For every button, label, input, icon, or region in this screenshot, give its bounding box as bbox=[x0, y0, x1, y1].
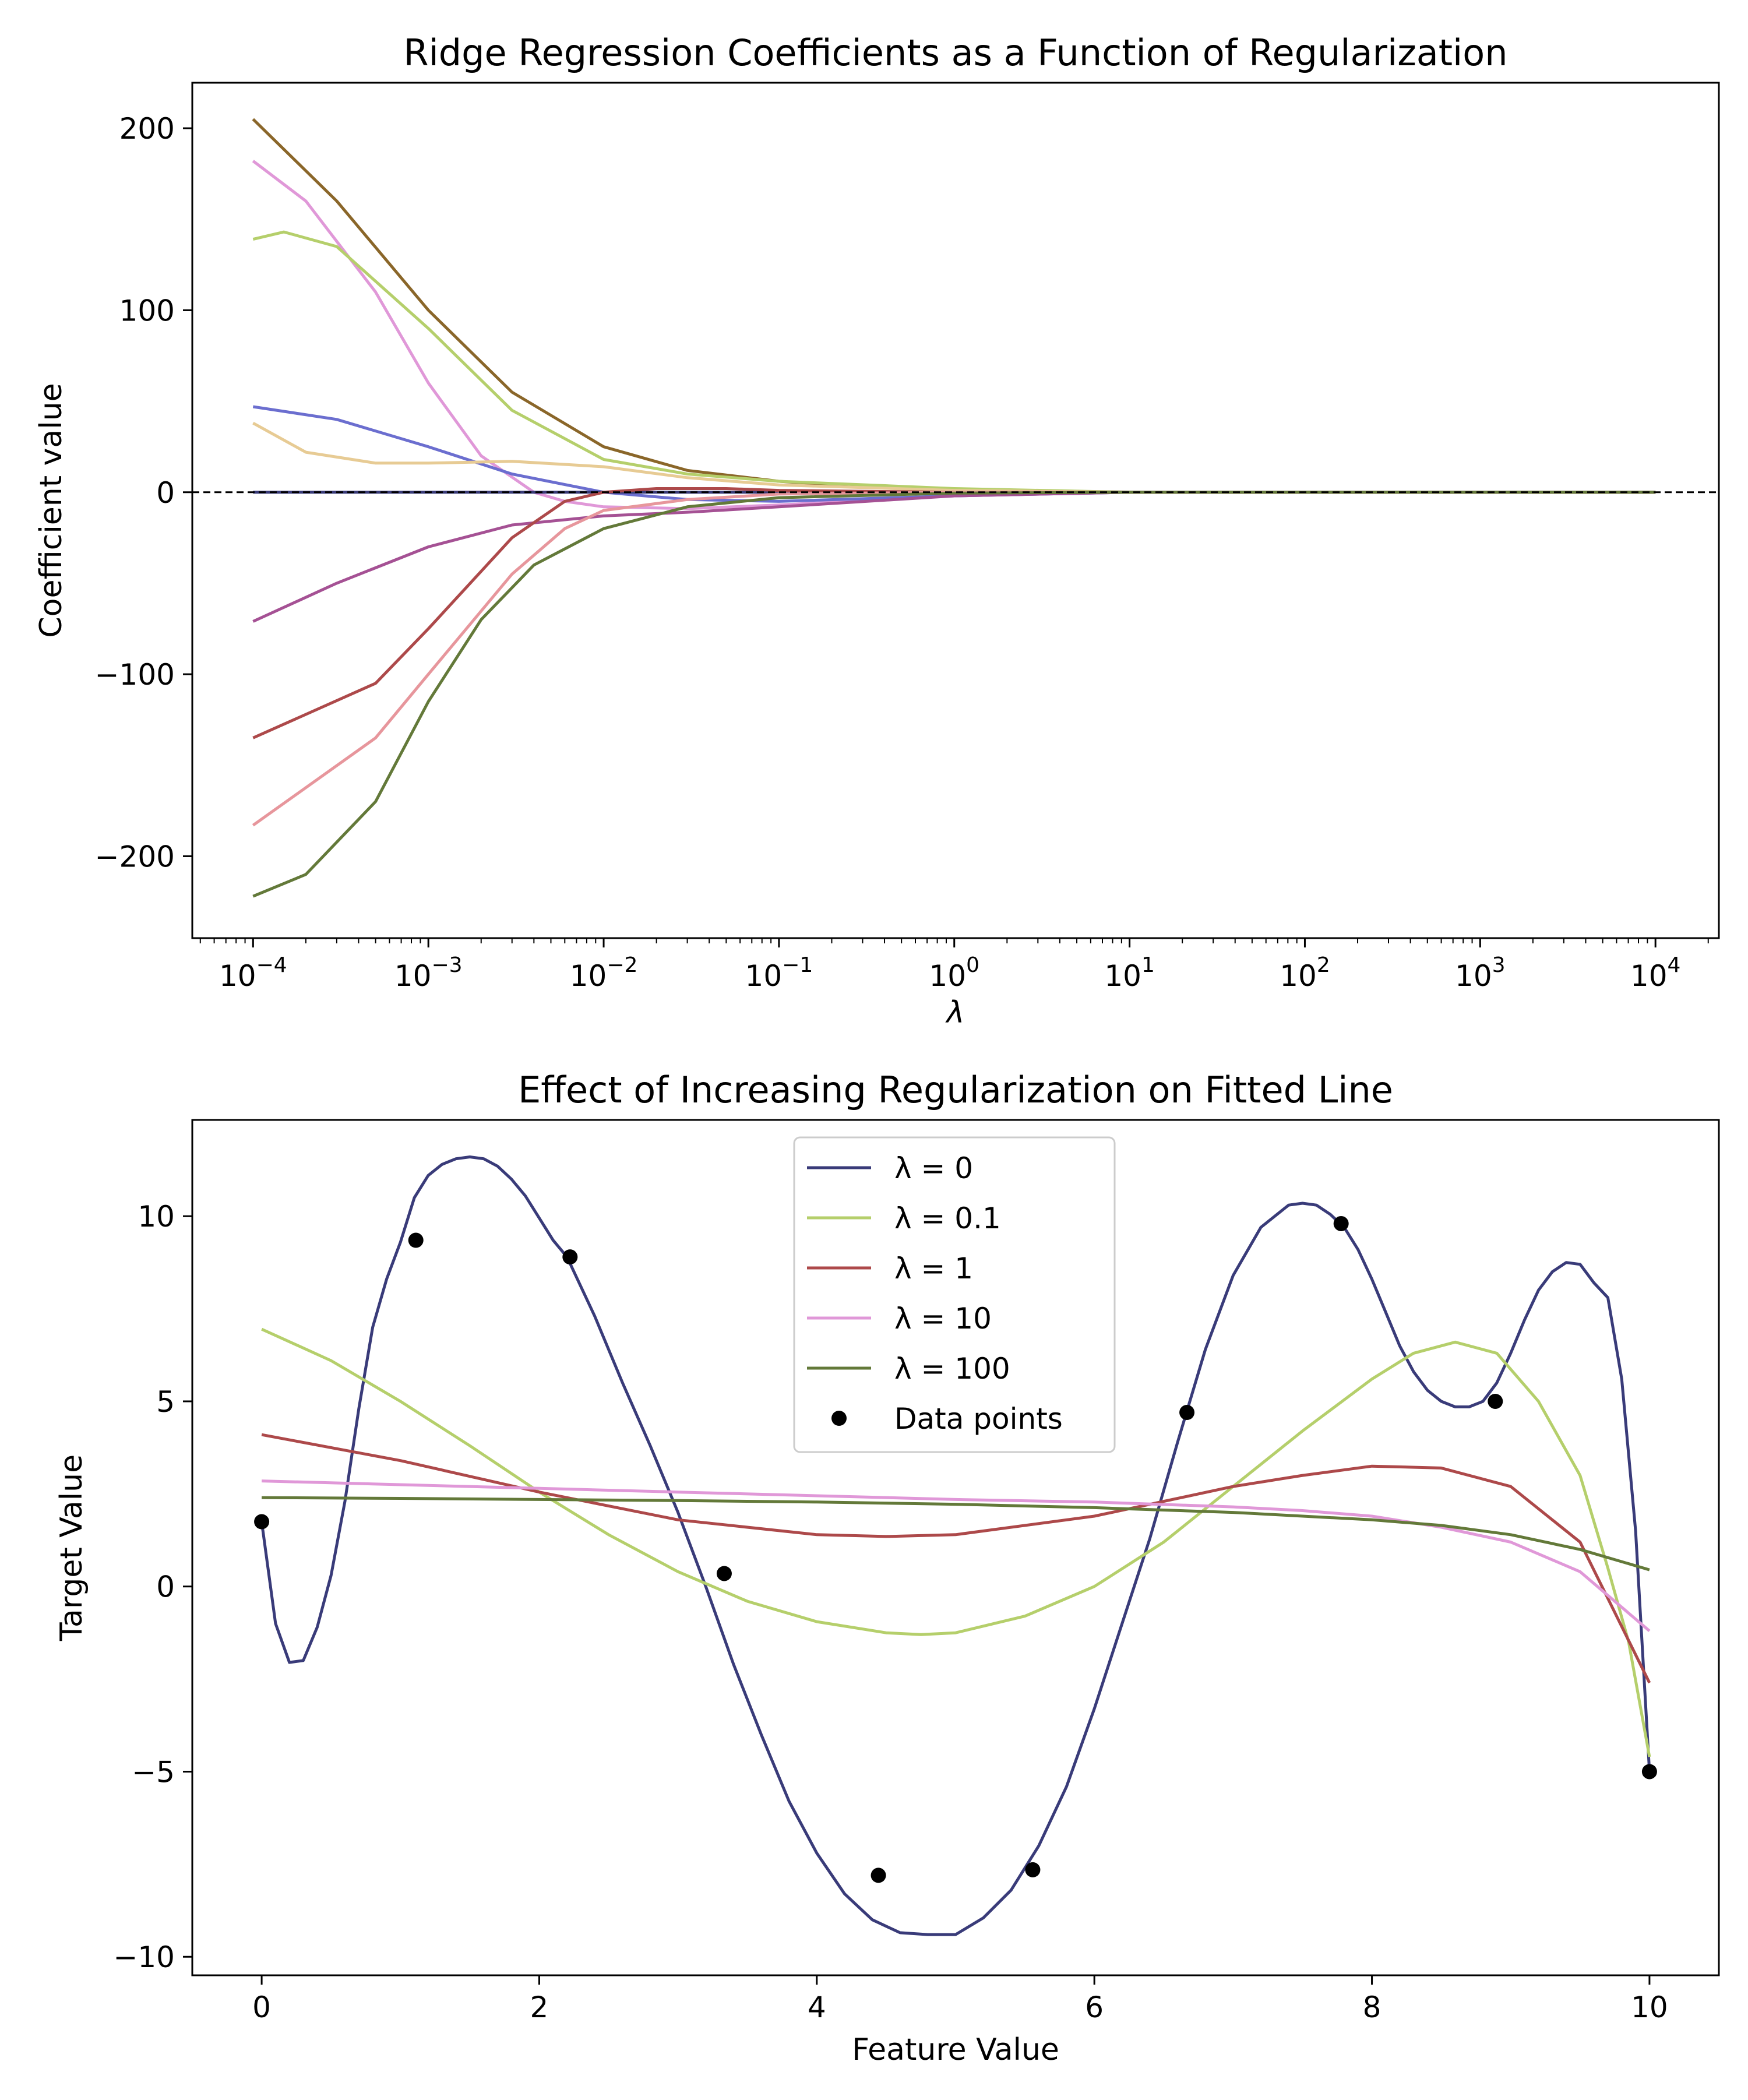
legend-entry-label: λ = 0.1 bbox=[894, 1201, 1001, 1235]
legend-entry-label: Data points bbox=[894, 1402, 1063, 1436]
chart1-x-tick-label: 10−1 bbox=[745, 953, 813, 993]
fitted-line-chart: Effect of Increasing Regularization on F… bbox=[54, 1069, 1720, 2067]
chart1-x-tick-label: 100 bbox=[929, 953, 979, 993]
chart1-y-axis-label: Coefficient value bbox=[34, 383, 69, 637]
chart2-plot-frame bbox=[191, 1119, 1720, 1976]
chart2-y-axis-label: Target Value bbox=[54, 1454, 89, 1641]
legend-entry-label: λ = 1 bbox=[894, 1252, 973, 1285]
chart1-plot-frame bbox=[191, 82, 1720, 939]
legend-point-swatch bbox=[831, 1411, 847, 1426]
chart1-x-tick-label: 10−4 bbox=[219, 953, 287, 993]
fitted-series-line bbox=[260, 1155, 1651, 1936]
chart1-x-tick-label: 101 bbox=[1104, 953, 1155, 993]
data-point bbox=[1641, 1764, 1657, 1780]
data-point bbox=[254, 1514, 270, 1530]
chart1-y-tick-label: −200 bbox=[95, 840, 175, 873]
legend-entry-label: λ = 0 bbox=[894, 1151, 973, 1185]
chart2-title: Effect of Increasing Regularization on F… bbox=[518, 1069, 1393, 1111]
chart2-y-tick-label: −10 bbox=[113, 1940, 175, 1974]
fitted-series-line bbox=[262, 1496, 1650, 1572]
coefficient-series-line bbox=[252, 491, 1656, 827]
data-point bbox=[1179, 1405, 1195, 1421]
fitted-series-line bbox=[261, 1433, 1651, 1684]
data-point bbox=[562, 1249, 578, 1265]
data-point bbox=[1025, 1862, 1041, 1877]
chart2-x-tick-label: 0 bbox=[252, 1990, 271, 2024]
chart2-x-tick-label: 6 bbox=[1085, 1990, 1104, 2024]
chart1-x-axis-label: λ bbox=[945, 995, 965, 1030]
data-point bbox=[1333, 1215, 1349, 1231]
chart1-y-tick-label: 0 bbox=[156, 476, 175, 510]
chart2-x-axis-label: Feature Value bbox=[852, 2032, 1059, 2067]
legend-entry-label: λ = 100 bbox=[894, 1352, 1010, 1386]
chart2-y-tick-label: 5 bbox=[156, 1385, 175, 1419]
data-point bbox=[871, 1868, 886, 1883]
legend-box bbox=[793, 1136, 1116, 1453]
chart1-x-tick-label: 103 bbox=[1455, 953, 1506, 993]
chart1-title: Ridge Regression Coefficients as a Funct… bbox=[404, 31, 1508, 74]
chart2-y-tick-label: 0 bbox=[156, 1570, 175, 1604]
chart2-y-tick-label: −5 bbox=[132, 1755, 175, 1789]
chart1-y-tick-label: 100 bbox=[119, 294, 175, 327]
chart2-y-tick-label: 10 bbox=[138, 1200, 175, 1234]
data-point bbox=[716, 1566, 732, 1581]
chart2-legend: λ = 0 λ = 0.1 λ = 1 λ = 10 λ = 100 Data point… bbox=[793, 1136, 1116, 1453]
legend-entry-label: λ = 10 bbox=[894, 1302, 992, 1336]
chart2-x-tick-label: 2 bbox=[530, 1990, 549, 2024]
chart1-x-tick-label: 104 bbox=[1630, 953, 1681, 993]
chart1-y-tick-label: −100 bbox=[95, 658, 175, 692]
data-point bbox=[408, 1232, 424, 1248]
chart1-x-tick-label: 10−3 bbox=[394, 953, 463, 993]
data-point bbox=[1488, 1393, 1503, 1409]
chart2-x-tick-label: 8 bbox=[1363, 1990, 1382, 2024]
coefficient-path-chart: Ridge Regression Coefficients as a Funct… bbox=[34, 31, 1720, 1030]
chart2-x-tick-label: 4 bbox=[808, 1990, 826, 2024]
chart2-x-tick-label: 10 bbox=[1631, 1990, 1668, 2024]
chart1-x-tick-label: 10−2 bbox=[570, 953, 638, 993]
chart1-x-tick-label: 102 bbox=[1280, 953, 1330, 993]
chart1-y-tick-label: 200 bbox=[119, 112, 175, 146]
fitted-series-line bbox=[262, 1479, 1651, 1632]
